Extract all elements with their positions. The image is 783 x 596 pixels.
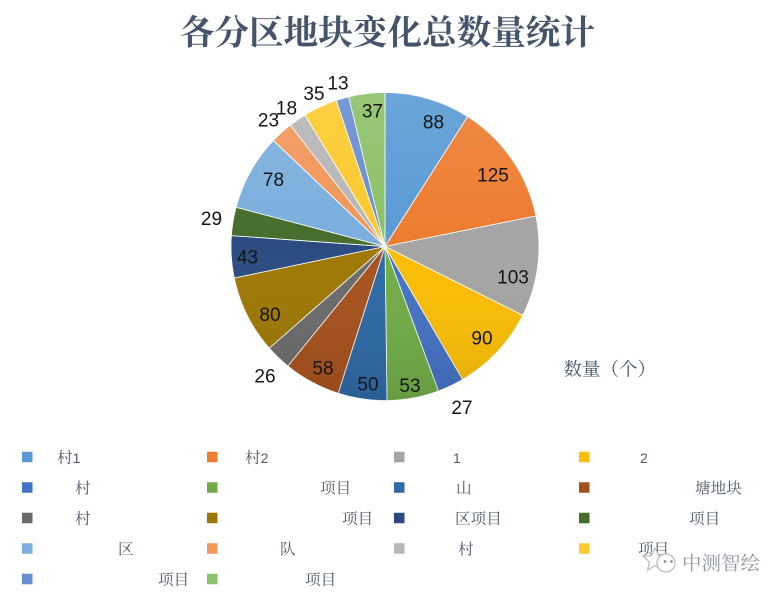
svg-text:58: 58 bbox=[312, 359, 333, 380]
svg-text:29: 29 bbox=[201, 209, 222, 230]
svg-text:2: 2 bbox=[261, 450, 269, 466]
svg-text:103: 103 bbox=[497, 268, 529, 289]
svg-text:27: 27 bbox=[451, 398, 472, 419]
svg-text:125: 125 bbox=[477, 166, 509, 187]
svg-text:88: 88 bbox=[423, 113, 444, 134]
svg-text:37: 37 bbox=[362, 102, 383, 123]
svg-text:1: 1 bbox=[73, 450, 81, 466]
svg-text:90: 90 bbox=[471, 329, 492, 350]
svg-text:43: 43 bbox=[237, 248, 258, 269]
svg-text:13: 13 bbox=[327, 74, 348, 95]
svg-text:1: 1 bbox=[453, 450, 461, 466]
svg-text:2: 2 bbox=[640, 450, 648, 466]
svg-text:18: 18 bbox=[276, 99, 297, 120]
svg-text:80: 80 bbox=[259, 305, 280, 326]
svg-text:35: 35 bbox=[303, 84, 324, 105]
svg-text:23: 23 bbox=[258, 111, 279, 132]
svg-text:78: 78 bbox=[263, 170, 284, 191]
svg-text:53: 53 bbox=[399, 376, 420, 397]
svg-text:26: 26 bbox=[254, 367, 275, 388]
svg-text:50: 50 bbox=[357, 375, 378, 396]
